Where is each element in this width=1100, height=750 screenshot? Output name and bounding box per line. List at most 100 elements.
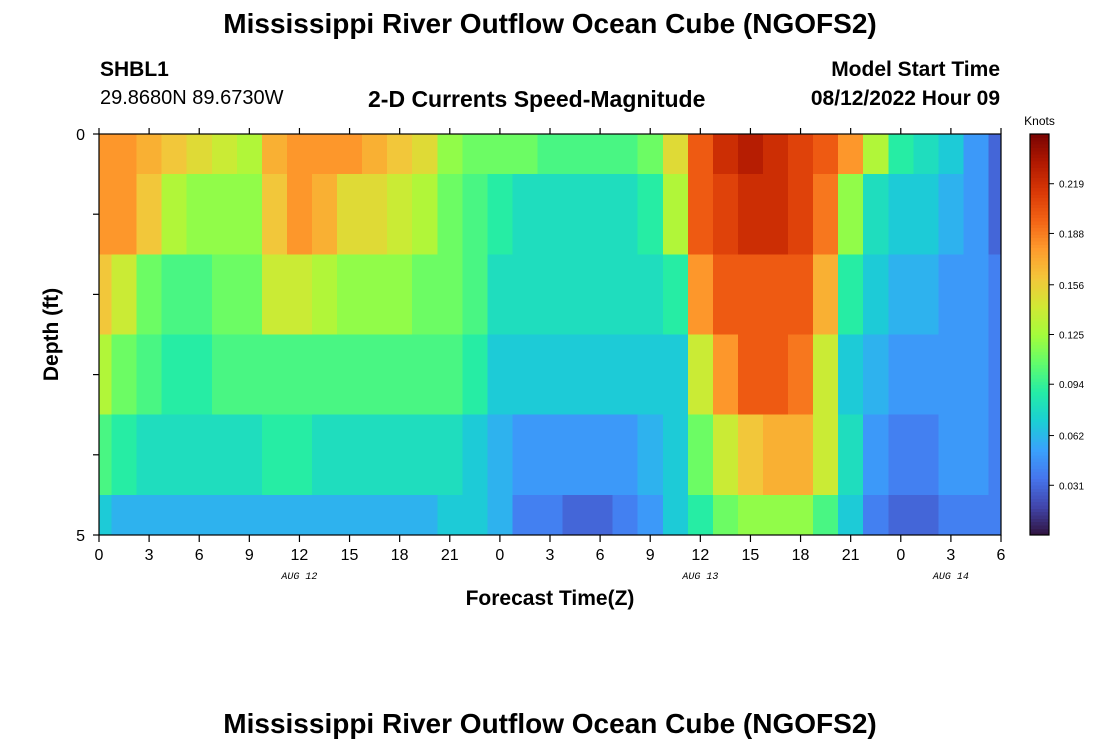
- heatmap-cell: [261, 134, 288, 175]
- heatmap-cell: [888, 174, 914, 255]
- heatmap-cell: [211, 334, 238, 416]
- heatmap-cell: [236, 254, 263, 336]
- heatmap-cell: [236, 174, 263, 255]
- heatmap-cell: [211, 254, 238, 336]
- colorbar-segment: [1030, 474, 1049, 479]
- heatmap-cell: [612, 174, 639, 255]
- colorbar-segment: [1030, 331, 1049, 336]
- colorbar-segment: [1030, 424, 1049, 429]
- heatmap-cell: [662, 174, 689, 255]
- x-tick-label: 0: [896, 547, 905, 564]
- heatmap-cell: [161, 174, 188, 255]
- colorbar-segment: [1030, 200, 1049, 205]
- heatmap-cell: [662, 414, 689, 496]
- heatmap-cell: [562, 134, 589, 175]
- heatmap-cell: [487, 494, 514, 536]
- y-tick-label: 5: [76, 528, 85, 545]
- heatmap-cell: [211, 414, 238, 496]
- x-date-label: AUG 14: [932, 572, 969, 583]
- heatmap-cell: [687, 334, 714, 416]
- heatmap-cell: [487, 414, 514, 496]
- heatmap-cell: [712, 134, 739, 175]
- x-date-label: AUG 13: [681, 572, 718, 583]
- x-tick-label: 6: [997, 547, 1006, 564]
- colorbar-segment: [1030, 528, 1049, 533]
- heatmap-cell: [838, 494, 864, 536]
- x-tick-label: 18: [391, 547, 409, 564]
- colorbar-segment: [1030, 478, 1049, 483]
- heatmap-cell: [562, 254, 589, 336]
- heatmap-cell: [211, 174, 238, 255]
- colorbar-segment: [1030, 190, 1049, 195]
- heatmap-cell: [637, 334, 664, 416]
- heatmap-cell: [888, 334, 914, 416]
- x-tick-label: 0: [95, 547, 104, 564]
- colorbar-segment: [1030, 254, 1049, 259]
- heatmap-cell: [111, 134, 138, 175]
- heatmap-cell: [337, 414, 363, 496]
- heatmap-cell: [362, 254, 388, 336]
- heatmap-cell: [838, 254, 864, 336]
- heatmap-cell: [988, 334, 1002, 416]
- heatmap-cell: [813, 414, 839, 496]
- colorbar-segment: [1030, 408, 1049, 412]
- heatmap-cell: [788, 134, 814, 175]
- colorbar-segment: [1030, 428, 1049, 433]
- heatmap-cell: [161, 254, 188, 336]
- heatmap-cell: [462, 254, 488, 336]
- heatmap-cell: [813, 334, 839, 416]
- heatmap-cell: [311, 414, 338, 496]
- heatmap-cell: [136, 414, 163, 496]
- heatmap-cell: [938, 134, 965, 175]
- heatmap-cell: [863, 134, 889, 175]
- heatmap-cell: [762, 174, 789, 255]
- heatmap-cell: [988, 134, 1002, 175]
- colorbar-segment: [1030, 391, 1049, 396]
- heatmap-cell: [161, 494, 188, 536]
- heatmap-cell: [938, 414, 965, 496]
- heatmap-cell: [311, 334, 338, 416]
- heatmap-cell: [362, 414, 388, 496]
- colorbar-segment: [1030, 267, 1049, 272]
- heatmap-cell: [762, 494, 789, 536]
- heatmap-cell: [512, 494, 539, 536]
- colorbar-segment: [1030, 458, 1049, 463]
- y-axis-label: Depth (ft): [40, 288, 63, 381]
- heatmap-cell: [963, 334, 990, 416]
- x-tick-label: 12: [291, 547, 309, 564]
- colorbar-segment: [1030, 381, 1049, 386]
- heatmap-cell: [662, 134, 689, 175]
- colorbar-segment: [1030, 291, 1049, 295]
- heatmap-cell: [236, 414, 263, 496]
- colorbar-segment: [1030, 227, 1049, 232]
- heatmap-cell: [311, 174, 338, 255]
- heatmap-cell: [311, 134, 338, 175]
- colorbar-segment: [1030, 371, 1049, 376]
- colorbar-segment: [1030, 524, 1049, 529]
- heatmap-cell: [186, 254, 213, 336]
- x-tick-label: 3: [145, 547, 154, 564]
- heatmap-cell: [788, 174, 814, 255]
- colorbar-segment: [1030, 174, 1049, 179]
- x-tick-label: 9: [245, 547, 254, 564]
- model-start-label: Model Start Time: [831, 58, 1000, 81]
- heatmap-cell: [913, 174, 939, 255]
- colorbar-segment: [1030, 531, 1049, 536]
- heatmap-cell: [662, 334, 689, 416]
- colorbar-segment: [1030, 271, 1049, 275]
- heatmap-cell: [261, 494, 288, 536]
- heatmap-cell: [888, 494, 914, 536]
- colorbar-segment: [1030, 324, 1049, 329]
- colorbar-segment: [1030, 367, 1049, 372]
- heatmap-cell: [136, 254, 163, 336]
- heatmap-cell: [562, 414, 589, 496]
- colorbar-segment: [1030, 264, 1049, 269]
- heatmap-cell: [537, 414, 564, 496]
- colorbar-segment: [1030, 471, 1049, 476]
- colorbar-segment: [1030, 394, 1049, 399]
- heatmap-cell: [286, 254, 313, 336]
- colorbar-segment: [1030, 401, 1049, 406]
- heatmap-cell: [437, 334, 463, 416]
- heatmap-cell: [913, 494, 939, 536]
- heatmap-cell: [637, 494, 664, 536]
